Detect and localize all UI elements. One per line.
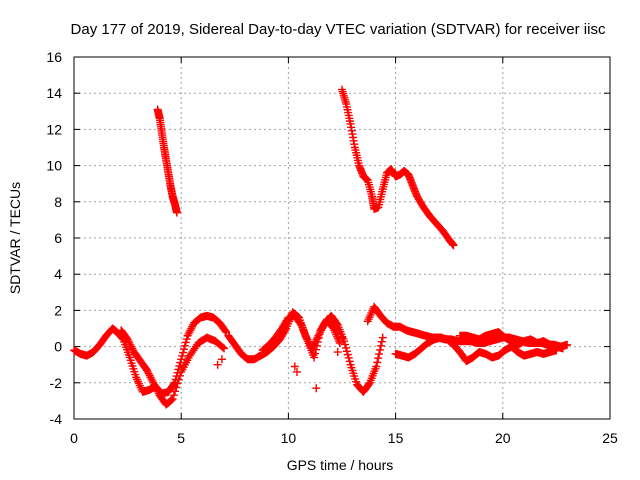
data-point-interp	[124, 337, 133, 346]
data-point-interp	[128, 344, 137, 353]
y-tick-label: 2	[54, 302, 62, 318]
y-tick-label: 4	[54, 266, 62, 282]
data-point	[149, 378, 158, 387]
data-point-interp	[375, 350, 384, 359]
data-point	[168, 395, 177, 404]
data-point-interp	[311, 345, 320, 354]
y-tick-label: -2	[50, 375, 63, 391]
y-tick-label: 0	[54, 339, 62, 355]
data-point-interp	[173, 379, 182, 388]
y-axis-label: SDTVAR / TECUs	[7, 182, 23, 294]
data-point	[333, 348, 342, 357]
data-point	[563, 340, 572, 349]
data-point	[213, 360, 222, 369]
data-point	[372, 362, 381, 371]
x-tick-label: 5	[177, 430, 185, 446]
data-point-interp	[166, 396, 175, 405]
data-point-interp	[296, 319, 305, 328]
data-point	[142, 366, 151, 375]
y-tick-label: 6	[54, 230, 62, 246]
data-point-interp	[312, 341, 321, 350]
x-tick-label: 10	[281, 430, 297, 446]
data-point-interp	[167, 395, 176, 404]
data-point-interp	[175, 371, 184, 380]
data-point	[312, 384, 321, 393]
data-point-interp	[364, 380, 373, 389]
data-point	[335, 338, 344, 347]
data-point-interp	[125, 338, 134, 347]
y-tick-label: 14	[46, 85, 62, 101]
data-point-interp	[126, 340, 135, 349]
data-point-interp	[314, 334, 323, 343]
data-point-interp	[171, 387, 180, 396]
data-point-interp	[144, 369, 153, 378]
data-point-interp	[174, 375, 183, 384]
data-point-interp	[375, 345, 384, 354]
data-point-interp	[185, 328, 194, 337]
chart-title: Day 177 of 2019, Sidereal Day-to-day VTE…	[71, 21, 606, 38]
data-point-interp	[152, 384, 161, 393]
data-point-interp	[184, 329, 193, 338]
y-tick-label: -4	[50, 411, 63, 427]
data-point	[172, 208, 181, 217]
data-point-interp	[143, 367, 152, 376]
data-point	[378, 333, 387, 342]
data-points	[70, 85, 572, 409]
y-tick-label: 8	[54, 194, 62, 210]
data-point	[217, 355, 226, 364]
x-tick-label: 25	[602, 430, 618, 446]
data-point-interp	[313, 337, 322, 346]
data-point-interp	[148, 376, 157, 385]
data-point-interp	[332, 319, 341, 328]
data-point	[338, 333, 346, 342]
data-point-interp	[374, 354, 383, 363]
data-point-interp	[188, 322, 197, 331]
data-point	[292, 367, 301, 376]
data-point	[449, 241, 458, 250]
y-tick-label: 10	[46, 158, 62, 174]
data-point-interp	[127, 342, 136, 351]
data-point-interp	[153, 386, 162, 395]
data-point	[558, 344, 567, 353]
data-point	[220, 344, 229, 353]
data-point	[123, 335, 132, 344]
data-point-interp	[187, 324, 196, 333]
data-point-interp	[151, 382, 160, 391]
data-point-interp	[376, 341, 385, 350]
data-point-interp	[221, 326, 230, 335]
data-point-interp	[373, 358, 382, 367]
x-axis-label: GPS time / hours	[287, 457, 394, 473]
axis-ticks: 0 5 10 15 20 25 -4 -2 0 2 4 6 8 10 12 14 16	[46, 49, 618, 446]
x-tick-label: 20	[495, 430, 511, 446]
data-point-interp	[315, 330, 324, 339]
data-point-interp	[218, 343, 227, 352]
data-point-interp	[377, 337, 386, 346]
data-point-interp	[150, 380, 159, 389]
data-point-interp	[311, 349, 320, 358]
x-tick-label: 0	[70, 430, 78, 446]
data-point	[310, 353, 319, 362]
x-tick-label: 15	[388, 430, 404, 446]
data-point-interp	[145, 371, 154, 380]
data-point-interp	[172, 383, 181, 392]
y-tick-label: 12	[46, 121, 62, 137]
data-point	[290, 362, 299, 371]
data-point-interp	[146, 373, 155, 382]
data-point	[183, 331, 192, 340]
data-point-interp	[169, 391, 178, 400]
data-point-interp	[153, 387, 162, 396]
y-tick-label: 16	[46, 49, 62, 65]
data-point-interp	[147, 375, 156, 384]
data-point-interp	[186, 326, 195, 335]
